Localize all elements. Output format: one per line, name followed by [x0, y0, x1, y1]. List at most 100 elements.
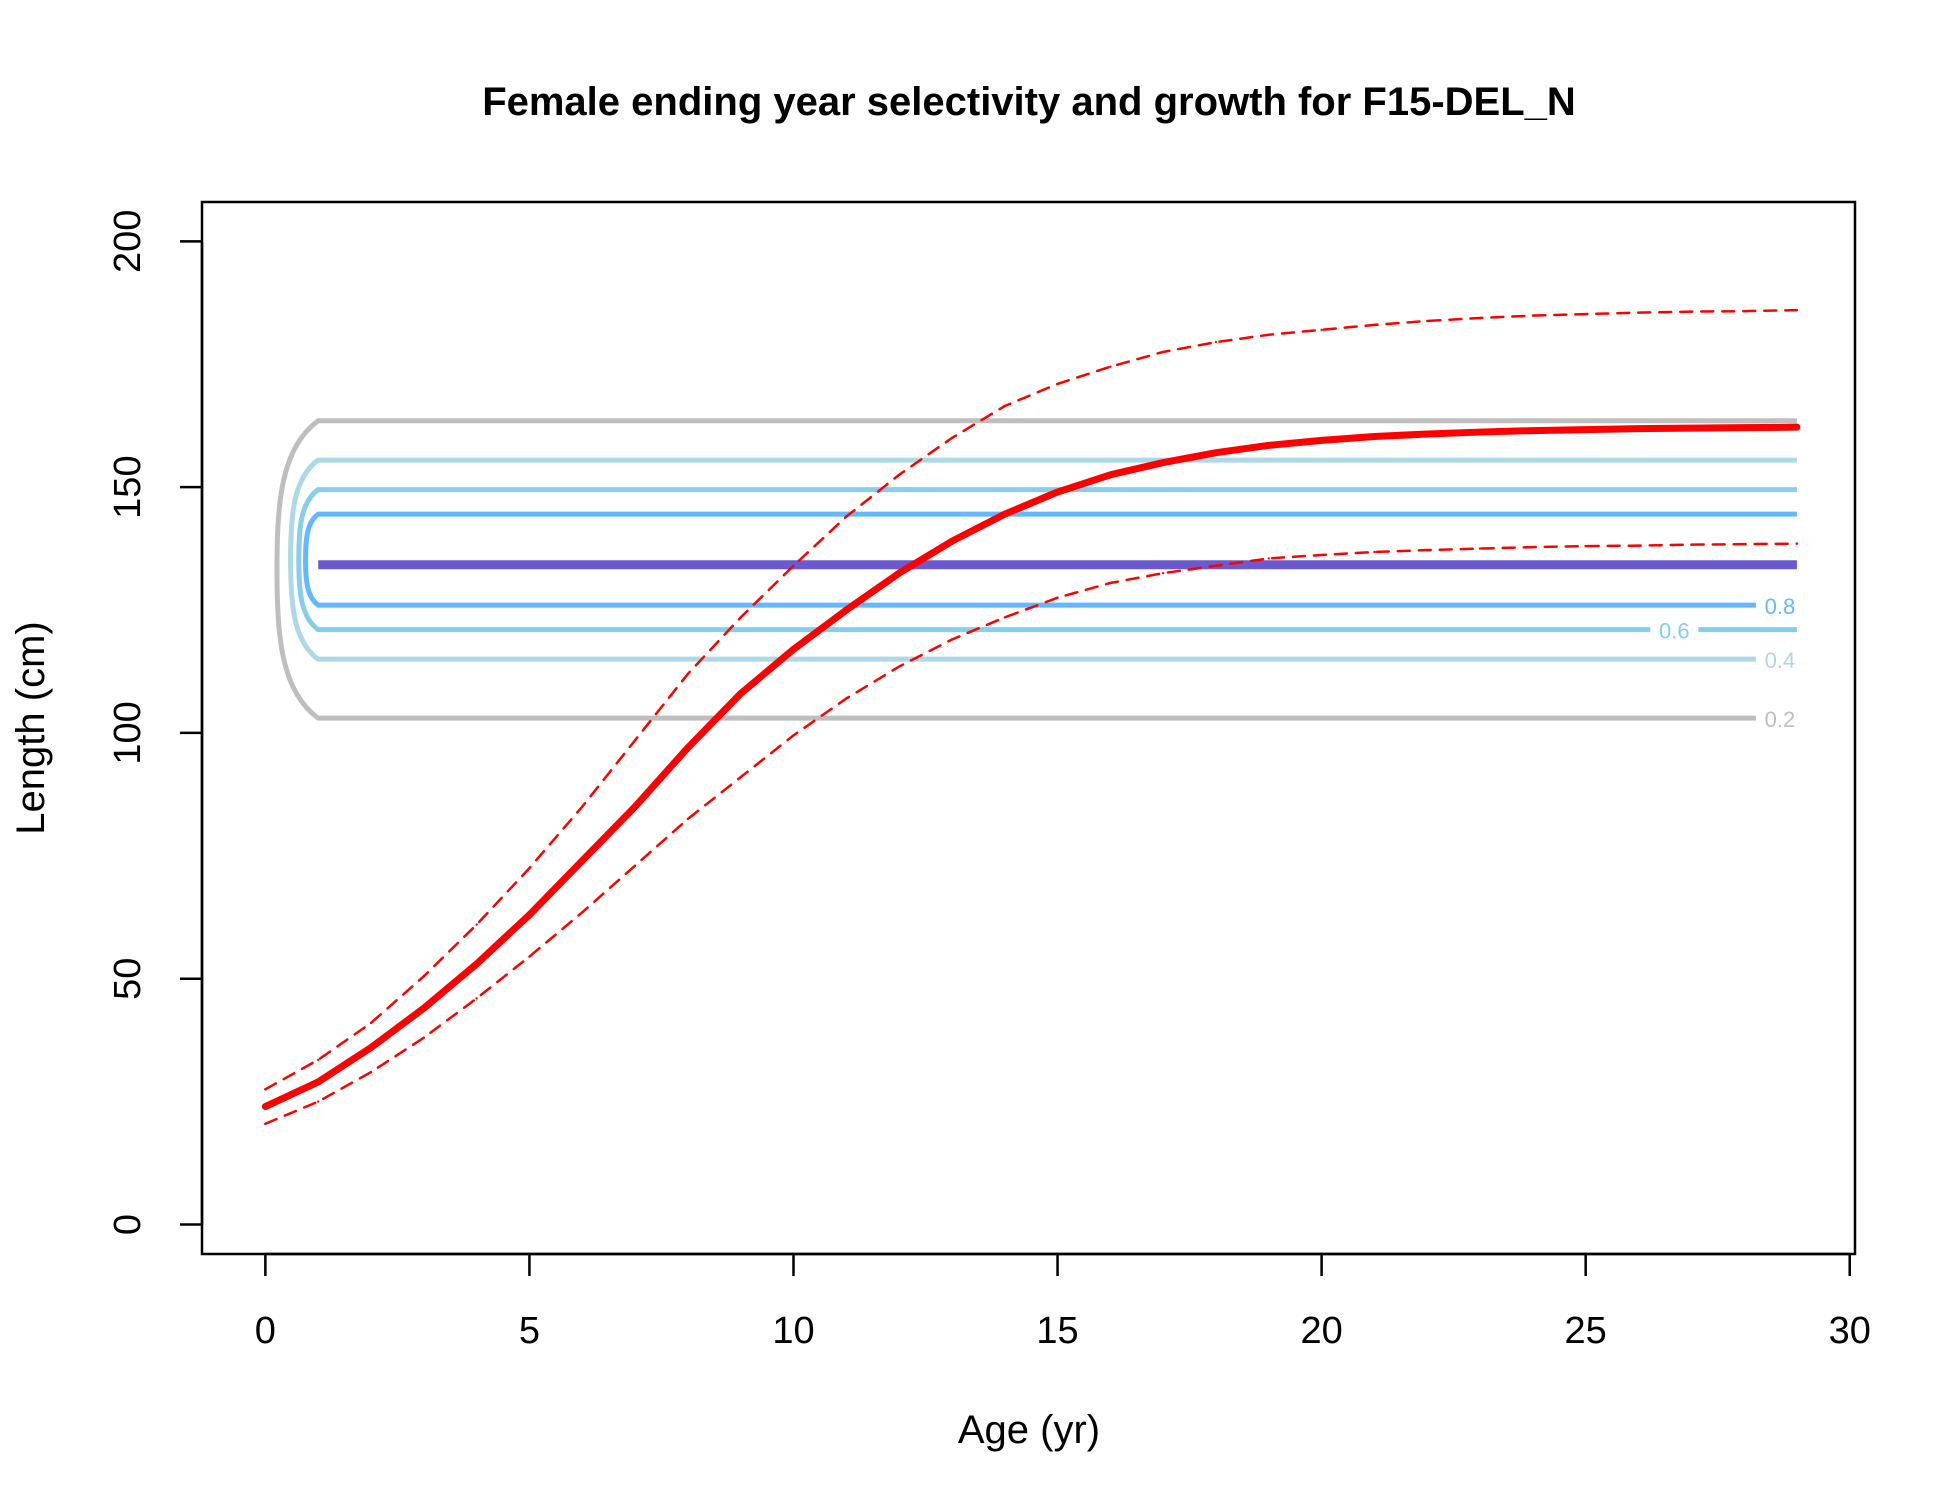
contour-label-gap	[1755, 591, 1804, 620]
point-growth_mean	[948, 537, 956, 545]
point-growth_mean	[526, 911, 533, 919]
point-growth_mean	[1582, 426, 1589, 433]
point-growth_upper	[1531, 314, 1535, 317]
y-axis-title: Length (cm)	[9, 621, 53, 834]
point-growth_lower	[1320, 553, 1323, 557]
point-growth_lower	[1637, 544, 1640, 547]
point-growth_upper	[633, 739, 637, 742]
point-growth_upper	[1742, 309, 1746, 313]
x-tick-label: 10	[772, 1310, 814, 1352]
selectivity-contour-0.6	[296, 487, 1797, 633]
point-growth_lower	[264, 1122, 267, 1125]
x-tick-label: 0	[255, 1310, 276, 1352]
point-growth_mean	[1688, 424, 1695, 432]
x-tick-label: 30	[1829, 1310, 1871, 1352]
point-growth_lower	[792, 734, 795, 737]
series-growth_lower	[264, 542, 1799, 1125]
point-growth_mean	[1424, 430, 1431, 438]
point-growth_upper	[316, 1058, 320, 1062]
point-growth_upper	[581, 805, 584, 808]
point-growth_lower	[369, 1070, 373, 1074]
point-growth_upper	[686, 672, 690, 676]
point-growth_mean	[1212, 449, 1220, 456]
y-axis: 0 50 100 150 200	[107, 210, 204, 1235]
point-growth_mean	[1740, 424, 1748, 431]
point-growth_lower	[422, 1036, 426, 1039]
point-growth_upper	[369, 1021, 373, 1025]
point-growth_upper	[264, 1088, 267, 1091]
point-growth_mean	[420, 1005, 428, 1012]
point-growth_mean	[1054, 488, 1061, 496]
series-growth_mean	[261, 423, 1801, 1111]
point-growth_lower	[1161, 571, 1165, 575]
y-tick-label: 50	[107, 958, 149, 1000]
y-tick-label: 150	[107, 455, 149, 518]
contour-label-0.4: 0.4	[1765, 648, 1796, 673]
contour-label-gap	[1755, 645, 1804, 674]
point-growth_lower	[1742, 542, 1746, 546]
point-growth_mean	[1793, 423, 1801, 431]
point-growth_lower	[950, 638, 954, 641]
x-tick-label: 25	[1565, 1310, 1607, 1352]
point-growth_upper	[1478, 316, 1482, 320]
point-growth_mean	[579, 857, 586, 864]
point-growth_lower	[1478, 547, 1482, 550]
point-growth_mean	[737, 690, 744, 697]
point-growth_upper	[1267, 333, 1270, 336]
contour-label-0.2: 0.2	[1765, 707, 1796, 732]
point-growth_upper	[1584, 312, 1587, 316]
point-growth_mean	[631, 803, 639, 810]
point-growth_mean	[684, 744, 692, 751]
point-growth_mean	[367, 1044, 375, 1051]
x-tick-label: 5	[519, 1310, 540, 1352]
contour-label-0.8: 0.8	[1765, 594, 1796, 619]
point-growth_upper	[950, 436, 954, 440]
point-growth_lower	[1795, 542, 1799, 545]
contour-label-0.6: 0.6	[1659, 619, 1690, 644]
point-growth_lower	[581, 911, 584, 914]
point-growth_upper	[1637, 311, 1640, 314]
point-growth_mean	[790, 646, 797, 653]
point-growth_upper	[1003, 404, 1006, 408]
point-growth_upper	[739, 616, 742, 619]
point-growth_mean	[1001, 510, 1008, 518]
point-growth_mean	[895, 569, 903, 577]
selectivity-contour-0.4	[288, 457, 1797, 662]
point-growth_lower	[897, 665, 901, 668]
point-growth_lower	[1109, 581, 1112, 585]
x-tick-label: 15	[1036, 1310, 1078, 1352]
point-growth_lower	[475, 997, 478, 1000]
point-growth_upper	[792, 564, 795, 567]
point-growth_upper	[1320, 328, 1323, 332]
x-axis-title: Age (yr)	[958, 1408, 1100, 1452]
point-growth_lower	[1584, 544, 1587, 548]
point-growth_lower	[1373, 550, 1376, 554]
point-growth_lower	[1531, 545, 1535, 549]
point-growth_lower	[686, 817, 690, 821]
y-tick-label: 200	[107, 210, 149, 273]
point-growth_upper	[1056, 382, 1059, 386]
plot-frame	[200, 200, 1857, 1256]
point-growth_mean	[843, 606, 850, 614]
point-growth_lower	[1003, 616, 1006, 619]
point-growth_mean	[1371, 433, 1378, 440]
point-growth_lower	[633, 864, 637, 867]
point-growth_upper	[1795, 308, 1799, 312]
point-growth_mean	[262, 1103, 269, 1110]
selectivity-contours: 0.8 0.6 0.4 0.2	[274, 418, 1804, 733]
point-growth_upper	[1161, 350, 1165, 354]
point-growth_mean	[1635, 425, 1642, 432]
y-tick-label: 0	[107, 1214, 149, 1235]
growth-series	[261, 308, 1801, 1125]
point-growth_lower	[1690, 543, 1693, 546]
point-growth_upper	[1373, 323, 1376, 327]
point-growth_upper	[1214, 340, 1218, 344]
point-growth_upper	[897, 473, 901, 477]
point-growth_mean	[1107, 471, 1114, 479]
point-growth_mean	[473, 960, 480, 968]
point-growth_mean	[1265, 442, 1272, 449]
series-growth_upper	[264, 308, 1799, 1091]
point-growth_lower	[1267, 557, 1270, 560]
x-tick-label: 20	[1300, 1310, 1342, 1352]
point-growth_upper	[422, 975, 426, 978]
